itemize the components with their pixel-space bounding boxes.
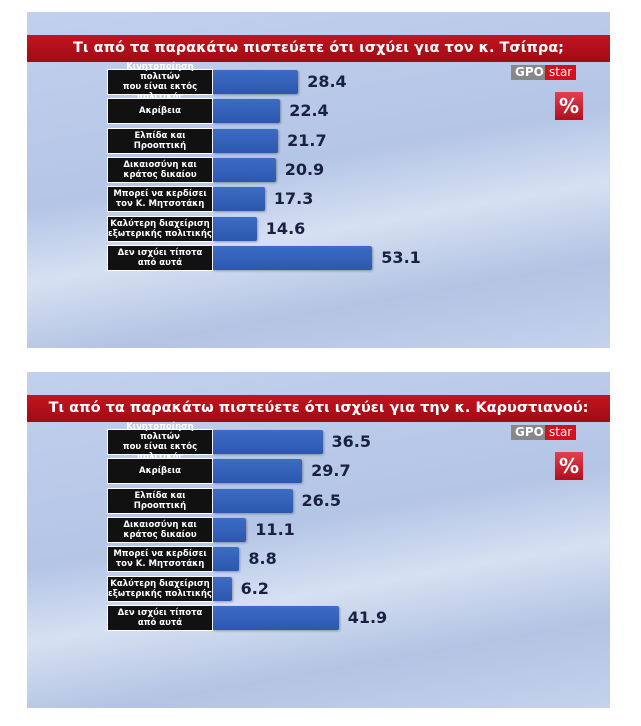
bar — [213, 517, 247, 542]
value-label: 11.1 — [255, 519, 295, 539]
chart-panel: Τι από τα παρακάτω πιστεύετε ότι ισχύει … — [27, 372, 610, 708]
category-label: Καλύτερη διαχείριση εξωτερικής πολιτικής — [107, 575, 213, 602]
category-label: Κινητοποίηση πολιτών που είναι εκτός πολ… — [107, 422, 213, 462]
category-label: Δεν ισχύει τίποτα από αυτά — [107, 604, 213, 631]
brand-logo: star — [545, 425, 577, 440]
brand-logo: GPO — [511, 65, 548, 80]
bar — [213, 459, 303, 484]
bar — [213, 430, 323, 454]
bar — [213, 547, 240, 572]
value-label: 26.5 — [301, 490, 341, 510]
bar — [213, 488, 293, 513]
value-label: 28.4 — [307, 72, 347, 91]
value-label: 17.3 — [273, 189, 314, 209]
category-label: Ελπίδα και Προοπτική — [107, 127, 213, 154]
value-label: 29.7 — [311, 461, 351, 481]
value-label: 21.7 — [287, 130, 327, 150]
category-label: Δεν ισχύει τίποτα από αυτά — [107, 244, 213, 271]
category-label: Ελπίδα και Προοπτική — [107, 487, 213, 514]
value-label: 8.8 — [248, 549, 277, 569]
category-label: Ακρίβεια — [107, 98, 213, 125]
bar — [213, 605, 339, 630]
bar — [213, 245, 373, 270]
unit-badge: % — [555, 92, 583, 120]
bar — [213, 128, 279, 153]
chart-title: Τι από τα παρακάτω πιστεύετε ότι ισχύει … — [27, 395, 610, 422]
chart-panel: Τι από τα παρακάτω πιστεύετε ότι ισχύει … — [27, 12, 610, 348]
category-label: Μπορεί να κερδίσει τον Κ. Μητσοτάκη — [107, 546, 213, 573]
bar — [213, 99, 281, 124]
category-label: Δικαιοσύνη και κράτος δικαίου — [107, 516, 213, 543]
category-label: Ακρίβεια — [107, 458, 213, 485]
bar — [213, 216, 257, 241]
value-label: 53.1 — [381, 247, 421, 267]
category-label: Δικαιοσύνη και κράτος δικαίου — [107, 156, 213, 183]
value-label: 36.5 — [331, 432, 371, 451]
brand-logo: star — [545, 65, 577, 80]
bar — [213, 70, 299, 94]
brand-logo: GPO — [511, 425, 548, 440]
bar — [213, 576, 232, 601]
value-label: 6.2 — [240, 578, 269, 598]
category-label: Κινητοποίηση πολιτών που είναι εκτός πολ… — [107, 62, 213, 102]
value-label: 14.6 — [265, 218, 306, 238]
category-label: Μπορεί να κερδίσει τον Κ. Μητσοτάκη — [107, 186, 213, 213]
value-label: 22.4 — [289, 101, 329, 121]
chart-title: Τι από τα παρακάτω πιστεύετε ότι ισχύει … — [27, 35, 610, 62]
bar — [213, 157, 276, 182]
category-label: Καλύτερη διαχείριση εξωτερικής πολιτικής — [107, 215, 213, 242]
bar — [213, 187, 265, 212]
value-label: 20.9 — [284, 159, 325, 179]
value-label: 41.9 — [347, 607, 388, 627]
unit-badge: % — [555, 452, 583, 480]
